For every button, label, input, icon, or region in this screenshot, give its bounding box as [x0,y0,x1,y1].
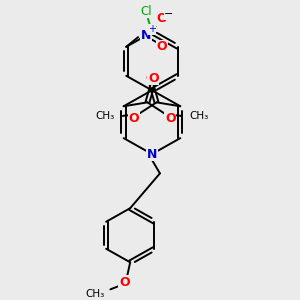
Text: CH₃: CH₃ [189,111,208,121]
Text: O: O [119,276,130,289]
Text: O: O [165,112,175,125]
Text: N: N [147,148,157,160]
Text: O: O [148,72,159,85]
Text: O: O [157,12,167,25]
Text: CH₃: CH₃ [96,111,115,121]
Text: O: O [128,112,139,125]
Text: O: O [145,72,156,85]
Text: O: O [157,40,167,53]
Text: +: + [148,24,156,34]
Text: Cl: Cl [140,4,152,18]
Text: CH₃: CH₃ [85,289,104,299]
Text: −: − [164,9,173,19]
Text: N: N [141,29,151,42]
